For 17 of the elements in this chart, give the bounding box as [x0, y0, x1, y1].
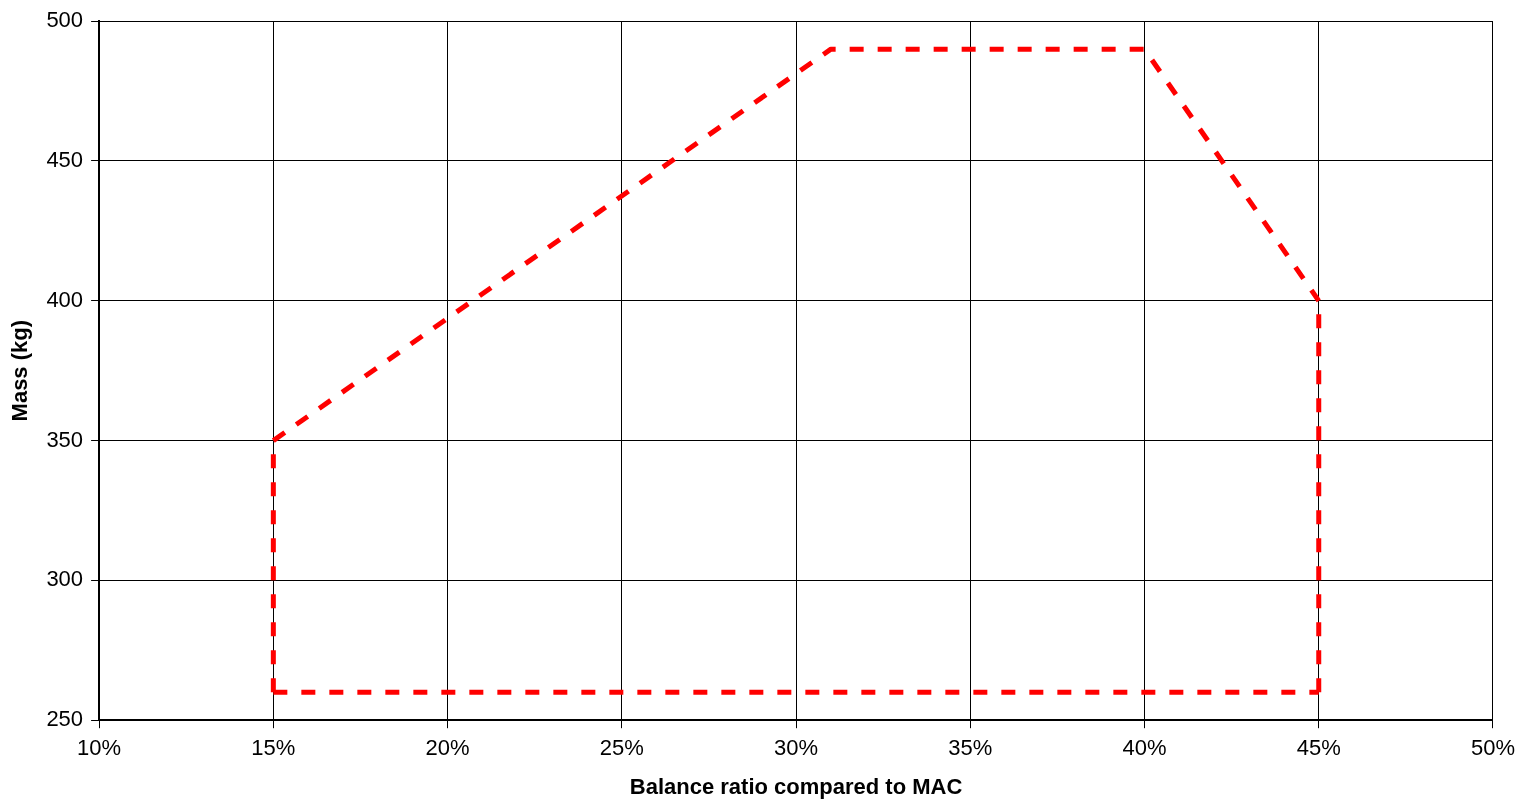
y-tick-label: 400 [46, 286, 84, 312]
y-tick-label: 350 [46, 426, 84, 452]
y-tick-label: 250 [46, 706, 84, 732]
x-tick-label: 25% [599, 735, 644, 761]
x-tick-label: 30% [774, 735, 819, 761]
x-tick-label: 45% [1296, 735, 1341, 761]
x-tick-label: 15% [251, 735, 296, 761]
x-tick-label: 35% [948, 735, 993, 761]
x-tick-label: 20% [425, 735, 470, 761]
x-tick-label: 50% [1470, 735, 1516, 761]
y-axis-title: Mass (kg) [7, 319, 33, 422]
x-tick-label: 40% [1122, 735, 1167, 761]
x-tick-label: 10% [77, 735, 122, 761]
y-tick-label: 450 [46, 147, 84, 173]
y-tick-label: 300 [46, 566, 84, 592]
x-axis-title: Balance ratio compared to MAC [629, 773, 963, 799]
y-tick-label: 500 [46, 7, 84, 33]
